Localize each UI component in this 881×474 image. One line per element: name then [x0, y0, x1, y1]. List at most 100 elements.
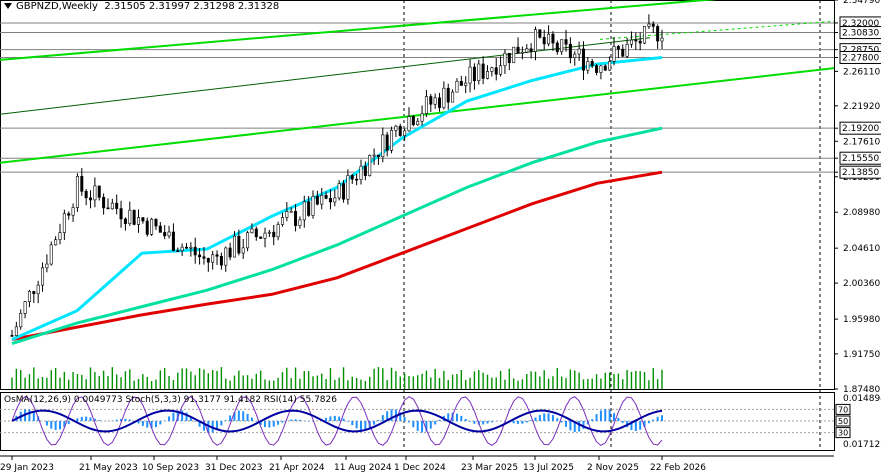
level-label: 2.19200: [842, 124, 879, 134]
candle-body: [193, 246, 197, 256]
candle-body: [180, 246, 184, 251]
candle-body: [237, 235, 241, 254]
candle-body: [560, 39, 564, 53]
candle-body: [123, 218, 127, 224]
candle-body: [599, 65, 603, 73]
candle-body: [647, 23, 651, 27]
candle-body: [368, 155, 372, 176]
candle-body: [472, 66, 476, 82]
price-tick-label: 2.00360: [843, 279, 880, 289]
dropdown-arrow-icon[interactable]: [4, 3, 12, 9]
candle-body: [294, 211, 298, 226]
time-label: 22 Feb 2026: [650, 463, 706, 473]
candle-body: [315, 196, 319, 205]
symbol-label: GBPNZD,Weekly: [16, 1, 98, 12]
candle-body: [385, 134, 389, 151]
candle-body: [311, 196, 315, 216]
price-tick-label: 2.08980: [843, 208, 880, 218]
time-label: 21 Apr 2024: [269, 463, 325, 473]
candle-body: [276, 224, 280, 238]
candle-body: [219, 255, 223, 266]
osma-tick-label: 0.0171235: [843, 440, 881, 450]
time-label: 21 May 2023: [79, 463, 138, 473]
candle-body: [49, 244, 53, 265]
level-box: [835, 427, 851, 439]
time-label: 11 Aug 2024: [334, 463, 392, 473]
candle-body: [228, 247, 232, 258]
candle-body: [350, 175, 354, 180]
candle-body: [586, 61, 590, 71]
level-box: [839, 121, 881, 135]
ohlc-label: 2.31505 2.31997 2.31298 2.31328: [104, 1, 280, 12]
stoch-level-label: 50: [838, 417, 848, 426]
candle-body: [10, 335, 14, 337]
candle-body: [629, 39, 633, 45]
level-label: 2.15550: [842, 154, 879, 164]
candle-body: [398, 125, 402, 136]
candle-body: [346, 175, 350, 200]
level-box: [839, 50, 881, 64]
candle-body: [394, 125, 398, 131]
stoch-level-label: 30: [838, 429, 848, 438]
candle-body: [36, 284, 40, 295]
candle-body: [595, 65, 599, 73]
candle-body: [420, 113, 424, 122]
candle-body: [538, 29, 542, 38]
time-label: 29 Jan 2023: [0, 463, 54, 473]
candle-body: [455, 80, 459, 93]
candle-body: [198, 254, 202, 258]
candle-body: [324, 194, 328, 199]
candle-body: [302, 201, 306, 221]
candle-body: [568, 43, 572, 59]
candle-body: [603, 65, 607, 71]
candle-body: [342, 183, 346, 200]
candle-body: [206, 258, 210, 263]
candle-body: [132, 209, 136, 225]
candle-body: [158, 225, 162, 233]
candle-body: [254, 228, 258, 238]
candle-body: [14, 326, 18, 336]
time-label: 23 Mar 2025: [461, 463, 518, 473]
candle-body: [643, 26, 647, 44]
candle-body: [176, 250, 180, 252]
candle-body: [381, 134, 385, 157]
candle-body: [246, 232, 250, 249]
candle-body: [19, 313, 23, 328]
candle-body: [359, 165, 363, 180]
candle-body: [512, 46, 516, 64]
candle-body: [634, 39, 638, 42]
candle-body: [525, 48, 529, 53]
candle-body: [145, 220, 149, 235]
candle-body: [224, 247, 228, 266]
price-tick-label: 2.04610: [843, 244, 880, 254]
candle-body: [163, 232, 167, 237]
candle-body: [608, 61, 612, 71]
candle-body: [577, 48, 581, 55]
candle-body: [154, 218, 158, 227]
candle-body: [438, 97, 442, 108]
candle-body: [376, 154, 380, 157]
chart-header: GBPNZD,Weekly 2.31505 2.31997 2.31298 2.…: [0, 0, 279, 14]
candle-body: [337, 183, 341, 199]
candle-body: [289, 211, 293, 213]
candle-body: [102, 196, 106, 209]
candle-body: [656, 26, 660, 42]
candle-body: [67, 213, 71, 216]
candle-body: [23, 301, 27, 314]
candle-body: [424, 96, 428, 114]
time-label: 2 Nov 2025: [587, 463, 639, 473]
candle-body: [211, 254, 215, 263]
candle-body: [468, 66, 472, 84]
candle-body: [250, 228, 254, 234]
candle-body: [616, 46, 620, 50]
candle-body: [263, 232, 267, 239]
candle-body: [58, 232, 62, 241]
candle-body: [446, 87, 450, 103]
candle-body: [202, 256, 206, 259]
channel-lower-line: [0, 67, 835, 164]
candle-body: [442, 87, 446, 108]
candle-body: [529, 48, 533, 52]
indicator-label: OsMA(12,26,9) 0.0049773 Stoch(5,3,3) 91.…: [4, 395, 337, 405]
ema-slow-line: [11, 170, 663, 341]
